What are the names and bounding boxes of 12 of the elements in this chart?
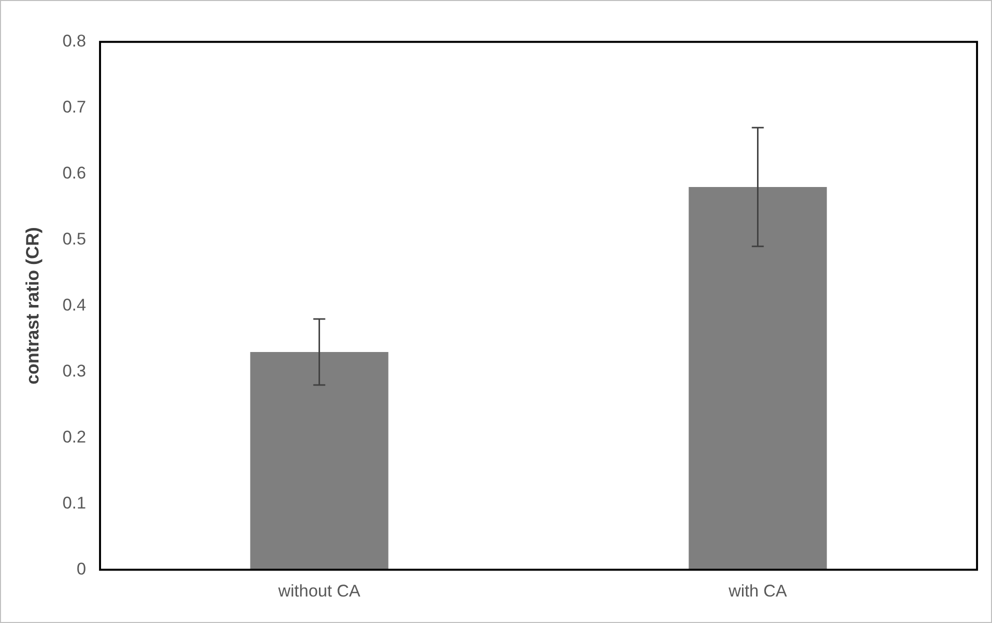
- y-tick-label: 0.8: [62, 32, 86, 51]
- y-tick-label: 0.3: [62, 361, 86, 380]
- y-tick-label: 0.1: [62, 493, 86, 512]
- y-tick-label: 0.5: [62, 230, 86, 248]
- y-tick-label: 0: [76, 559, 86, 578]
- x-tick-label: without CA: [277, 582, 361, 601]
- y-tick-label: 0.7: [62, 98, 86, 117]
- y-tick-label: 0.6: [62, 164, 86, 183]
- y-tick-label: 0.4: [62, 296, 86, 314]
- y-tick-label: 0.2: [62, 427, 86, 446]
- x-tick-label: with CA: [728, 582, 788, 601]
- y-axis-title: contrast ratio (CR): [22, 227, 43, 385]
